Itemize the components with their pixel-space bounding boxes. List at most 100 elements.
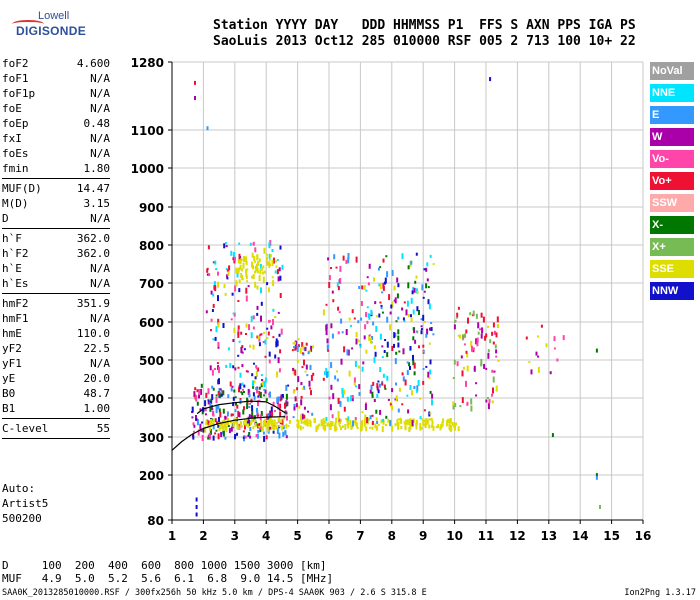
echo-point	[245, 370, 248, 373]
echo-point	[359, 343, 362, 348]
echo-point	[211, 309, 214, 312]
echo-point	[379, 283, 382, 290]
echo-point	[391, 346, 394, 351]
param-value: N/A	[90, 72, 110, 85]
echo-point	[375, 326, 378, 332]
echo-point	[242, 436, 245, 439]
lowell-digisonde-logo: Lowell DIGISONDE	[6, 8, 86, 44]
echo-point	[254, 265, 257, 269]
param-label: C-level	[2, 422, 49, 435]
param-row: fmin 1.80	[2, 161, 110, 176]
echo-point	[374, 423, 377, 429]
echo-point	[255, 268, 258, 272]
echo-point	[237, 331, 240, 338]
echo-point	[381, 356, 384, 359]
param-row: h`F2 362.0	[2, 246, 110, 261]
echo-point	[385, 255, 388, 258]
echo-point	[350, 424, 353, 430]
echo-point	[401, 253, 404, 260]
echo-point	[227, 347, 230, 351]
echo-point	[404, 424, 407, 431]
echo-point	[255, 370, 258, 377]
y-tick-label: 300	[139, 431, 164, 445]
echo-point	[337, 286, 340, 291]
echo-point	[237, 269, 240, 275]
y-tick-label: 800	[139, 239, 164, 253]
echo-point	[331, 421, 334, 427]
echo-point	[372, 381, 375, 386]
echo-point	[337, 397, 340, 404]
echo-point	[461, 370, 464, 377]
echo-point	[229, 362, 232, 368]
echo-point	[222, 426, 225, 431]
x-tick-label: 8	[388, 529, 396, 543]
echo-point	[389, 420, 392, 427]
echo-point	[237, 300, 240, 302]
echo-point	[426, 418, 429, 425]
echo-point	[449, 427, 452, 432]
echo-point	[256, 269, 259, 273]
echo-point	[206, 267, 209, 270]
echo-point	[415, 389, 418, 393]
echo-point	[276, 428, 279, 434]
echo-point	[308, 380, 311, 387]
echo-point	[315, 426, 318, 433]
echo-point	[236, 421, 239, 426]
echo-point	[209, 365, 212, 371]
echo-point	[407, 282, 410, 289]
echo-point	[224, 292, 227, 296]
echo-point	[305, 364, 308, 370]
echo-point	[261, 379, 264, 386]
echo-point	[311, 412, 314, 416]
echo-point	[222, 390, 225, 396]
echo-point	[369, 338, 372, 343]
header-line-1: Station YYYY DAY DDD HHMMSS P1 FFS S AXN…	[213, 18, 636, 33]
echo-point	[301, 366, 304, 369]
echo-point	[415, 275, 418, 279]
param-label: B0	[2, 387, 16, 400]
echo-point	[323, 426, 326, 432]
echo-point	[461, 397, 464, 404]
echo-point	[368, 334, 371, 337]
echo-point	[360, 424, 363, 431]
echo-point	[208, 432, 211, 437]
echo-point	[256, 407, 258, 412]
echo-point	[426, 262, 429, 267]
echo-point	[259, 392, 262, 398]
echo-point	[251, 275, 254, 279]
echo-point	[216, 362, 219, 365]
echo-point	[404, 422, 406, 425]
echo-point	[232, 339, 235, 342]
param-value: 0.48	[83, 117, 111, 130]
legend-item-vo-: Vo+	[650, 172, 694, 190]
echo-point	[456, 361, 459, 367]
echo-point	[272, 401, 275, 407]
echo-point	[426, 278, 429, 282]
echo-point	[306, 374, 309, 377]
echo-point	[222, 408, 225, 414]
echo-point	[260, 287, 262, 294]
echo-point	[227, 425, 230, 427]
x-tick-label: 7	[356, 529, 364, 543]
echo-point	[249, 344, 252, 348]
echo-point	[294, 369, 297, 376]
echo-point	[495, 349, 498, 354]
echo-point	[195, 395, 198, 402]
echo-point	[327, 257, 330, 261]
echo-point	[329, 424, 332, 430]
echo-point	[300, 395, 303, 399]
param-label: B1	[2, 402, 16, 415]
echo-point	[281, 418, 284, 425]
echo-point	[229, 381, 232, 387]
echo-point	[440, 423, 443, 429]
echo-point	[496, 324, 499, 329]
echo-point	[213, 418, 216, 423]
echo-point	[415, 419, 418, 425]
echo-point	[402, 317, 405, 321]
echo-point	[370, 384, 373, 390]
echo-point	[376, 420, 379, 424]
echo-point	[251, 373, 254, 377]
echo-point	[350, 324, 352, 327]
echo-point	[254, 376, 257, 380]
echo-point	[299, 347, 302, 354]
